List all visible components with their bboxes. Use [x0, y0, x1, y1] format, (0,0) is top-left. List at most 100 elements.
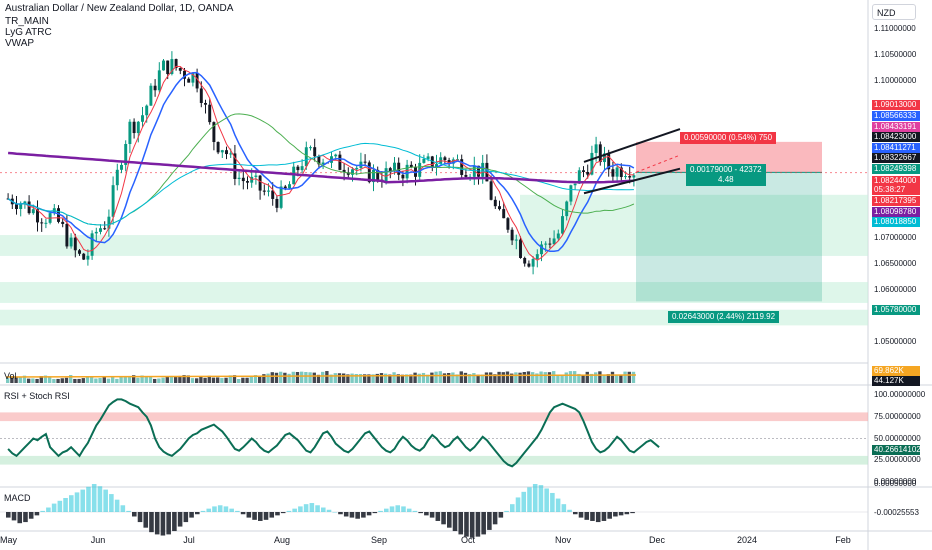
- volume-bar: [178, 375, 182, 383]
- volume-ma-line: [5, 374, 637, 378]
- candle-body: [296, 166, 300, 171]
- time-tick-label: Sep: [370, 535, 388, 545]
- candle-body: [267, 190, 270, 192]
- volume-bar: [426, 374, 430, 383]
- macd-histogram-bar: [521, 491, 527, 512]
- volume-bar: [73, 378, 77, 383]
- macd-histogram-bar: [315, 505, 320, 512]
- currency-button[interactable]: NZD: [872, 4, 916, 20]
- candle-body: [401, 174, 405, 179]
- price-tick-label: 1.06000000: [874, 284, 917, 294]
- take-profit-zone: [636, 172, 822, 302]
- demand-zone-4: [520, 194, 868, 236]
- volume-bar: [472, 373, 476, 383]
- time-tick-label: Oct: [460, 535, 476, 545]
- candle-body: [481, 162, 485, 177]
- candle-body: [27, 201, 31, 214]
- candle-body: [573, 183, 577, 186]
- candle-body: [502, 209, 506, 219]
- candle-body: [485, 162, 489, 182]
- volume-bar: [18, 377, 22, 383]
- candle-body: [31, 209, 35, 214]
- macd-histogram-bar: [57, 500, 63, 512]
- volume-bar: [589, 373, 594, 383]
- macd-histogram-bar: [595, 512, 601, 523]
- time-tick-label: Aug: [273, 535, 291, 545]
- volume-bar: [535, 373, 539, 383]
- volume-bar: [619, 374, 623, 383]
- volume-pane-label[interactable]: Vol: [4, 371, 17, 381]
- volume-bar: [468, 374, 472, 383]
- rsi-pane-label[interactable]: RSI + Stoch RSI: [4, 391, 70, 401]
- indicator-vwap[interactable]: VWAP: [5, 38, 35, 49]
- candle-body: [157, 70, 161, 91]
- macd-pane-label[interactable]: MACD: [4, 493, 31, 503]
- candle-body: [510, 229, 514, 241]
- candle-body: [594, 144, 598, 153]
- candle-body: [367, 162, 371, 183]
- macd-histogram-bar: [389, 506, 395, 512]
- candle-body: [78, 250, 81, 254]
- volume-bar: [199, 376, 203, 383]
- candle-body: [132, 121, 136, 134]
- volume-bar: [342, 373, 346, 383]
- price-tag: 1.08423000: [872, 132, 920, 142]
- macd-histogram-bar: [492, 512, 498, 525]
- rsi-overbought-band: [0, 412, 868, 422]
- macd-histogram-bar: [361, 512, 366, 518]
- volume-bar: [144, 376, 148, 383]
- ma-mid-line: [7, 71, 635, 253]
- macd-histogram-bar: [183, 512, 189, 523]
- macd-histogram-bar: [578, 512, 584, 518]
- volume-bar: [585, 371, 589, 383]
- macd-histogram-bar: [532, 484, 538, 512]
- volume-bar: [10, 376, 14, 383]
- macd-histogram-bar: [510, 504, 515, 512]
- volume-bar: [329, 374, 333, 383]
- volume-bar: [262, 374, 266, 383]
- macd-histogram-bar: [172, 512, 177, 532]
- macd-histogram-bar: [303, 504, 309, 512]
- volume-bar: [505, 371, 510, 383]
- candle-body: [149, 85, 153, 106]
- volume-bar: [43, 375, 48, 383]
- take-profit-label: 0.02643000 (2.44%) 2119.92: [668, 311, 780, 323]
- candle-body: [435, 164, 438, 168]
- macd-histogram-bar: [498, 512, 504, 518]
- price-tag: 1.08322667: [872, 153, 920, 163]
- macd-histogram-bar: [51, 503, 57, 512]
- candle-body: [397, 162, 401, 175]
- candle-body: [73, 237, 77, 251]
- macd-histogram-bar: [177, 512, 183, 527]
- entry-label-line1: 0.00179000 - 42372: [690, 165, 762, 174]
- volume-bar: [455, 374, 459, 383]
- volume-bar: [106, 378, 111, 383]
- price-tag: 1.08566333: [872, 111, 920, 121]
- indicator-lyg-atrc[interactable]: LyG ATRC: [5, 27, 52, 38]
- macd-histogram-bar: [298, 506, 303, 512]
- price-tag: 1.08411271: [872, 143, 920, 153]
- volume-bar: [451, 372, 455, 383]
- candle-body: [569, 185, 573, 202]
- macd-histogram-bar: [258, 512, 263, 521]
- volume-bar: [577, 373, 581, 383]
- macd-histogram-bar: [132, 512, 137, 517]
- candle-body: [624, 176, 627, 178]
- volume-bar: [304, 372, 308, 383]
- price-tick-label: 1.07000000: [874, 232, 917, 242]
- volume-bar: [522, 371, 526, 383]
- macd-histogram-bar: [406, 508, 412, 512]
- macd-histogram-bar: [378, 510, 383, 512]
- macd-histogram-bar: [240, 512, 246, 515]
- price-tag: 1.08249398: [872, 164, 920, 174]
- volume-bar: [476, 374, 480, 383]
- candle-body: [519, 239, 522, 258]
- indicator-tr-main[interactable]: TR_MAIN: [5, 16, 49, 27]
- macd-histogram-bar: [435, 512, 441, 521]
- candle-body: [561, 216, 564, 234]
- volume-tag: 44.127K: [872, 376, 920, 386]
- candle-body: [241, 177, 245, 182]
- candle-body: [153, 85, 157, 91]
